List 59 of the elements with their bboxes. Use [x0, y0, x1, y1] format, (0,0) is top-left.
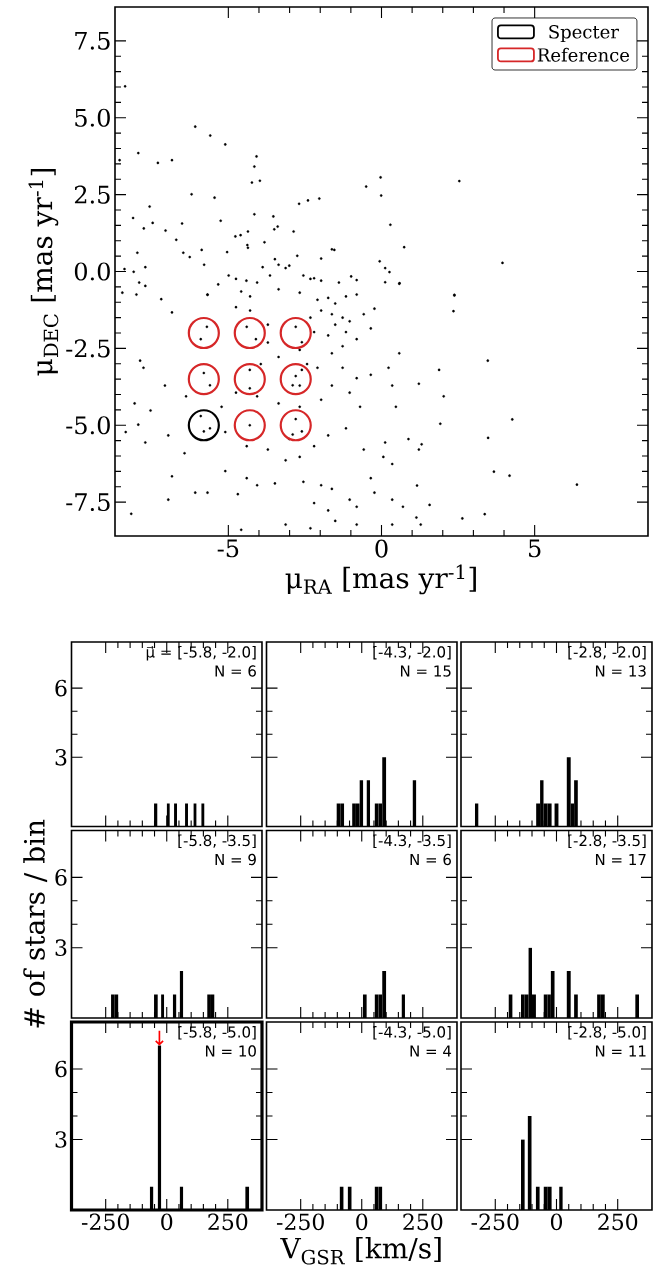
x-tick-label: 0	[161, 1213, 173, 1231]
point	[233, 316, 266, 350]
y-tick-label: 6	[55, 679, 67, 697]
annotation: [-2.8, -2.0]	[568, 646, 646, 660]
x-axis-title: V$_{GSR}$ [km/s]	[280, 1237, 441, 1265]
x-tick-label: 0	[550, 1213, 563, 1231]
y-tick-label: 3	[55, 1131, 67, 1148]
annotation: N = 4	[410, 1045, 452, 1057]
annotation: [-4.3, -5.0]	[373, 1026, 451, 1040]
x-tick-label: -250	[471, 1213, 519, 1231]
y-tick-label: 3	[55, 748, 67, 766]
x-tick-label: 250	[208, 1213, 248, 1231]
annotation: N = 13	[595, 665, 646, 677]
y-tick-label: -7.5	[66, 493, 110, 512]
x-axis-title: μ$_{RA}$ [mas yr$^{-1}$]	[285, 564, 476, 595]
x-tick-label: 250	[403, 1213, 443, 1231]
annotation: N = 17	[595, 854, 646, 865]
x-tick-label: 0	[356, 1213, 368, 1231]
x-tick-label: 0	[375, 539, 388, 558]
x-tick-label: -250	[81, 1213, 129, 1231]
x-tick-label: -5	[217, 539, 239, 558]
y-tick-label: -5.0	[66, 416, 110, 435]
annotation: [-5.8, -5.0]	[178, 1026, 256, 1040]
annotation: μ⃗ = [-5.8, -2.0]	[146, 646, 256, 661]
point	[187, 316, 220, 350]
y-tick-label: -2.5	[66, 339, 110, 358]
annotation: [-4.3, -2.0]	[373, 646, 451, 660]
y-tick-label: 2.5	[74, 185, 110, 204]
y-tick-label: 6	[55, 1060, 67, 1078]
point	[279, 409, 312, 442]
x-tick-label: -250	[276, 1213, 324, 1231]
x-tick-label: 250	[598, 1213, 638, 1231]
annotation: [-5.8, -3.5]	[178, 834, 256, 848]
annotation: [-2.8, -3.5]	[568, 834, 646, 848]
y-tick-label: 7.5	[75, 31, 110, 50]
x-tick-label: 5	[529, 539, 541, 558]
annotation: [-4.3, -3.5]	[373, 834, 451, 848]
y-axis-title: μ$_{DEC}$ [mas yr$^{-1}$]	[28, 169, 59, 376]
y-tick-label: 0.0	[74, 262, 110, 281]
point	[233, 363, 266, 396]
annotation: [-2.8, -5.0]	[568, 1026, 646, 1040]
point	[187, 409, 220, 442]
y-tick-label: 6	[55, 869, 67, 886]
y-tick-label: 5.0	[75, 108, 110, 127]
point	[233, 409, 266, 442]
legend-label: Reference	[537, 47, 630, 62]
annotation: N = 15	[400, 665, 451, 677]
annotation: N = 6	[215, 665, 256, 677]
y-tick-label: 3	[55, 939, 67, 956]
point	[279, 363, 312, 396]
annotation: ↓	[155, 1030, 164, 1046]
annotation: N = 9	[215, 853, 256, 866]
y-axis-title: # of stars / bin	[23, 819, 48, 1028]
annotation: N = 11	[595, 1045, 646, 1057]
legend-label: Specter	[549, 24, 619, 43]
point	[279, 316, 312, 350]
annotation: N = 10	[205, 1045, 256, 1057]
point	[187, 363, 220, 396]
annotation: N = 6	[410, 853, 451, 866]
